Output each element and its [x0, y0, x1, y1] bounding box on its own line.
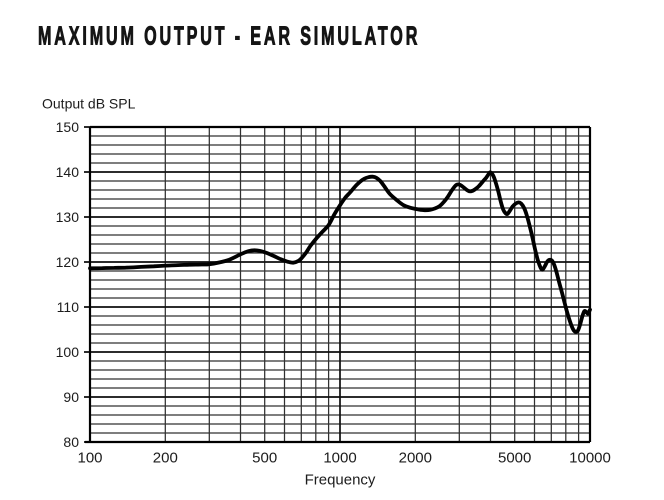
svg-text:500: 500: [252, 450, 277, 467]
svg-text:110: 110: [57, 299, 80, 315]
svg-text:100: 100: [77, 450, 102, 467]
svg-text:5000: 5000: [498, 450, 531, 467]
svg-text:100: 100: [56, 344, 80, 360]
svg-text:MAXIMUM OUTPUT - EAR SIMULATOR: MAXIMUM OUTPUT - EAR SIMULATOR: [38, 20, 420, 50]
svg-text:2000: 2000: [399, 450, 432, 467]
svg-text:90: 90: [63, 389, 79, 405]
svg-text:80: 80: [63, 434, 79, 450]
svg-text:Output dB SPL: Output dB SPL: [42, 96, 136, 112]
svg-text:200: 200: [153, 450, 178, 467]
svg-text:1000: 1000: [323, 450, 356, 467]
svg-text:120: 120: [56, 254, 80, 270]
svg-text:130: 130: [56, 209, 80, 225]
svg-text:Frequency: Frequency: [305, 472, 376, 489]
svg-text:140: 140: [56, 164, 80, 180]
svg-text:10000: 10000: [569, 450, 611, 467]
svg-text:150: 150: [56, 119, 80, 135]
